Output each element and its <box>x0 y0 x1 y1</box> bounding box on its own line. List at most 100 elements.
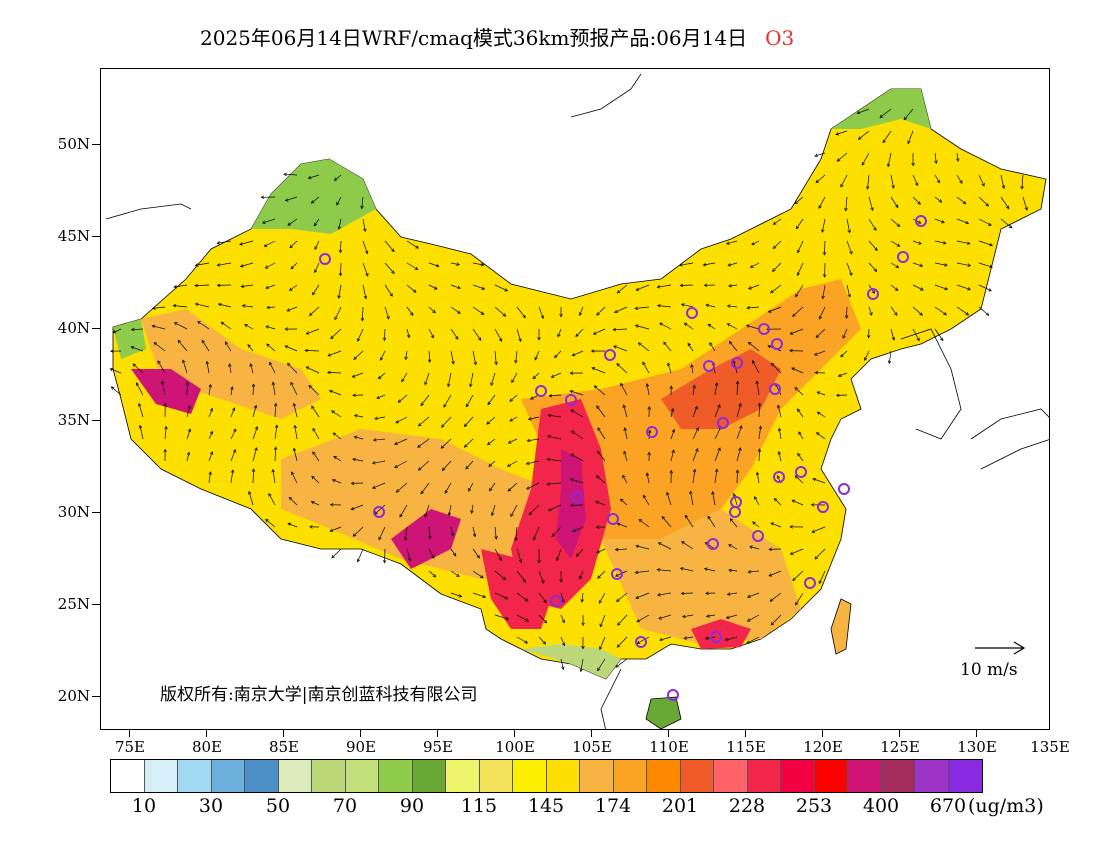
wind-vector <box>725 636 738 641</box>
lon-tick <box>745 730 746 737</box>
wind-vector-head <box>528 511 533 516</box>
wind-vector-head <box>725 615 730 620</box>
wind-vector-head <box>338 249 343 254</box>
wind-vector-head <box>394 441 398 445</box>
wind-vector <box>508 438 518 444</box>
wind-vector-head <box>441 467 446 471</box>
wind-vector <box>240 262 254 267</box>
wind-vector-head <box>812 477 817 482</box>
city-markers <box>319 215 927 701</box>
wind-vector-head <box>363 295 368 300</box>
wind-vector <box>679 262 694 266</box>
legend-swatch <box>814 760 848 792</box>
wind-vector-head <box>406 334 411 339</box>
wind-vector-head <box>424 514 428 518</box>
wind-vector-head <box>527 417 532 421</box>
wind-vector-head <box>873 227 877 231</box>
wind-vector <box>208 471 211 484</box>
legend-swatch <box>680 760 714 792</box>
wind-vector <box>636 545 650 550</box>
wind-vector-head <box>291 471 295 476</box>
wind-vector-head <box>739 425 743 429</box>
wind-vector-head <box>989 264 993 269</box>
wind-vector <box>758 403 761 418</box>
wind-vector-head <box>679 283 684 288</box>
wind-vector <box>352 458 364 462</box>
wind-vector-head <box>532 536 537 541</box>
wind-vector <box>670 450 675 462</box>
legend-swatch <box>546 760 580 792</box>
wind-vector-head <box>249 363 253 367</box>
lat-label: 25N <box>57 595 90 613</box>
wind-vector <box>646 383 650 396</box>
wind-vector-head <box>569 389 574 394</box>
wind-vector-head <box>797 408 801 413</box>
wind-vector-head <box>353 435 358 440</box>
wind-vector-head <box>895 204 899 209</box>
wind-vector-head <box>617 622 621 626</box>
wind-vector <box>112 328 122 334</box>
wind-vector-head <box>849 272 853 276</box>
wind-vector-head <box>482 594 487 599</box>
wind-vector-head <box>748 286 752 290</box>
wind-vector-head <box>290 265 295 270</box>
wind-vector <box>511 372 518 383</box>
lon-tick <box>437 730 438 737</box>
wind-vector <box>428 350 431 363</box>
wind-vector-head <box>186 451 191 456</box>
wind-vector-head <box>575 333 579 338</box>
wind-vector-head <box>435 263 440 268</box>
wind-vector-head <box>550 374 555 378</box>
wind-vector-head <box>835 393 840 398</box>
wind-vector-head <box>692 468 697 473</box>
wind-vector <box>613 345 628 352</box>
wind-vector-head <box>596 312 600 316</box>
wind-vector <box>374 504 386 515</box>
wind-vector <box>593 328 606 335</box>
wind-vector-head <box>480 574 484 579</box>
wind-vector <box>978 174 985 187</box>
wind-vector-head <box>837 373 842 377</box>
wind-vector <box>773 240 782 249</box>
wind-vector <box>394 438 408 445</box>
wind-vector-head <box>312 451 316 455</box>
wind-vector-head <box>231 407 236 412</box>
wind-vector <box>730 518 738 528</box>
wind-vector-head <box>551 533 556 538</box>
wind-vector <box>595 501 606 506</box>
wind-vector <box>557 328 562 337</box>
wind-vector-head <box>634 570 639 575</box>
wind-vector-head <box>274 424 279 429</box>
wind-vector <box>333 456 342 462</box>
wind-vector-head <box>208 383 212 388</box>
wind-vector <box>450 548 457 557</box>
wind-vector-head <box>597 450 601 455</box>
wind-vector-head <box>265 285 270 290</box>
wind-vector-head <box>920 287 924 291</box>
wind-vector <box>571 430 584 440</box>
wind-vector-head <box>350 506 355 511</box>
wind-vector-head <box>284 327 288 331</box>
wind-vector <box>733 493 738 506</box>
wind-vector-head <box>597 575 601 579</box>
wind-vector-head <box>726 323 731 327</box>
wind-vector <box>842 328 848 339</box>
wind-vector-head <box>757 448 762 452</box>
wind-vector <box>768 306 782 313</box>
wind-vector <box>703 262 716 266</box>
wind-vector <box>206 361 210 374</box>
wind-vector <box>704 568 716 572</box>
wind-vector <box>334 306 342 320</box>
wind-vector-head <box>572 528 576 533</box>
wind-vector <box>978 284 992 292</box>
wind-vector-head <box>595 475 600 479</box>
wind-vector <box>846 284 851 298</box>
wind-vector-head <box>705 303 710 308</box>
wind-vector-head <box>981 182 985 187</box>
wind-vector-head <box>271 468 275 473</box>
wind-vector <box>912 174 919 186</box>
wind-vector-head <box>289 244 293 249</box>
wind-vector-head <box>415 245 419 249</box>
wind-vector-head <box>138 424 143 429</box>
wind-vector <box>252 384 254 396</box>
